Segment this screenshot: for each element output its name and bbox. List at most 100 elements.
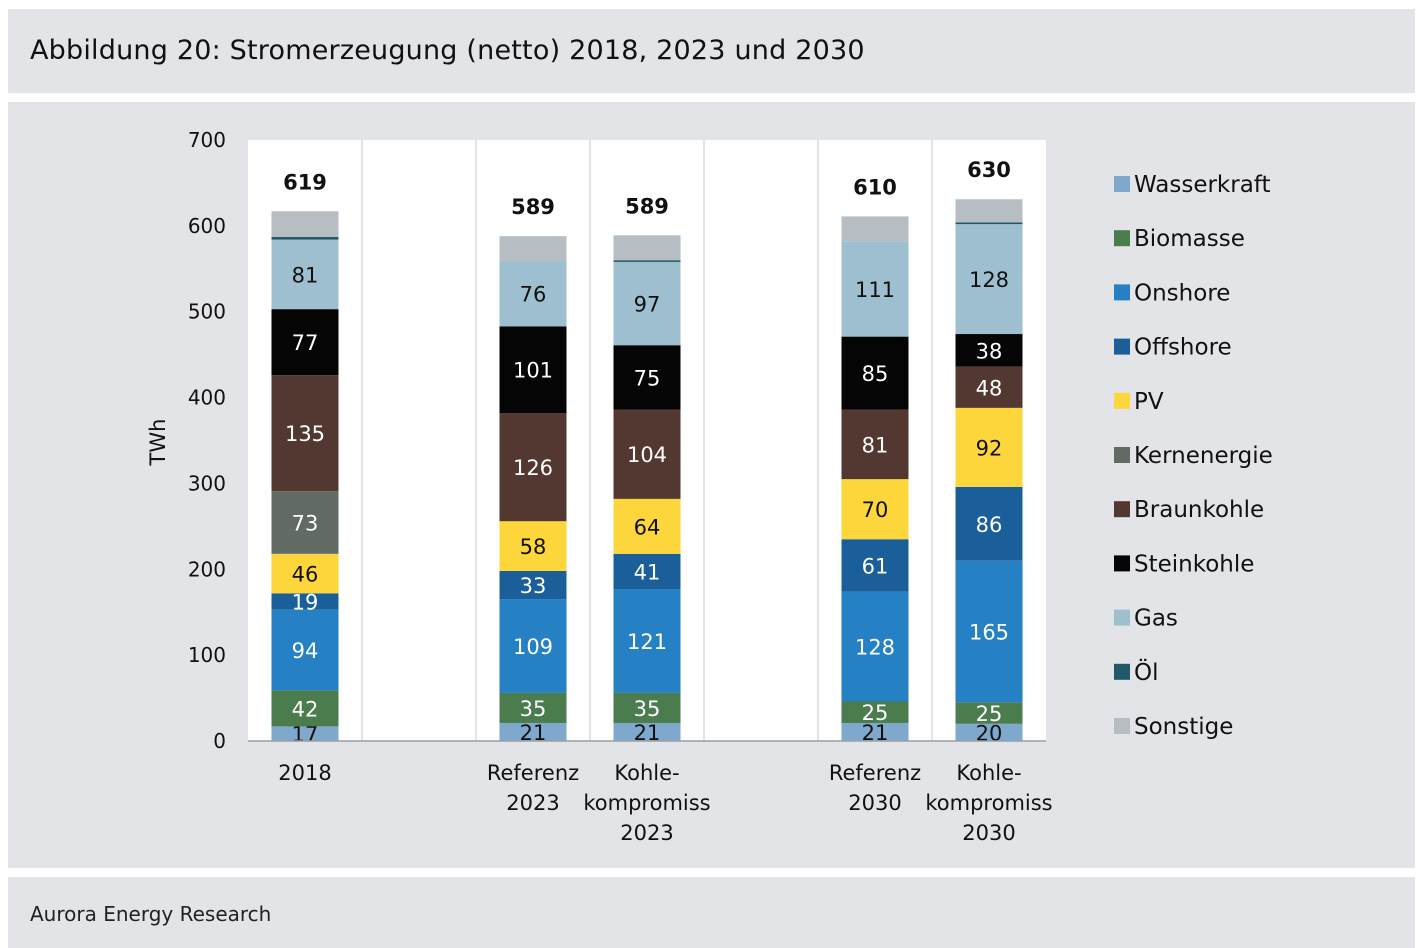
data-label: 135 <box>285 422 325 446</box>
legend-label: PV <box>1134 389 1164 415</box>
data-label: 94 <box>292 639 319 663</box>
bar-segment <box>271 553 339 594</box>
data-label: 81 <box>862 433 889 457</box>
data-label: 85 <box>862 362 889 386</box>
data-label: 92 <box>976 436 1003 460</box>
data-label: 33 <box>520 574 547 598</box>
bar-segment <box>499 571 567 600</box>
bar-segment <box>271 690 339 727</box>
legend-swatch <box>1114 501 1130 518</box>
bar-segment <box>955 702 1023 724</box>
legend-item: Steinkohle <box>1114 551 1254 577</box>
bar-segment <box>271 726 339 741</box>
data-label: 35 <box>634 697 661 721</box>
data-label: 42 <box>292 697 319 721</box>
legend-swatch <box>1114 663 1130 680</box>
bar-segment <box>841 216 909 242</box>
bar-segment <box>499 413 567 522</box>
legend-swatch <box>1114 176 1130 192</box>
data-label: 101 <box>513 359 553 383</box>
bar-segment <box>613 498 681 554</box>
legend-label: Kernenergie <box>1134 443 1273 469</box>
data-label: 128 <box>969 268 1009 292</box>
y-tick-label: 100 <box>188 643 226 667</box>
data-label: 97 <box>634 293 661 317</box>
total-label: 589 <box>625 194 669 218</box>
source-credit: Aurora Energy Research <box>30 902 272 926</box>
x-category-label: Kohle- <box>956 761 1021 785</box>
bar-segment <box>955 199 1023 223</box>
legend-label: Steinkohle <box>1134 551 1254 577</box>
data-label: 81 <box>292 263 319 287</box>
bar-segment <box>499 236 567 262</box>
bar-segment <box>613 722 681 741</box>
data-label: 64 <box>634 515 661 539</box>
legend-label: Offshore <box>1134 335 1232 361</box>
x-category-label: 2023 <box>506 791 559 815</box>
bar-segment <box>613 260 681 262</box>
chart-panel: 0 100 200 300 400 500 600 700 TWh 17 42 94 19 46 73 135… <box>8 102 1415 868</box>
legend-label: Sonstige <box>1134 714 1233 740</box>
data-label: 38 <box>976 339 1003 363</box>
y-tick-label: 700 <box>188 128 226 152</box>
legend-swatch <box>1114 392 1130 409</box>
data-label: 77 <box>292 331 319 355</box>
y-tick-label: 0 <box>213 729 226 753</box>
data-label: 17 <box>292 723 319 747</box>
bar-segment <box>955 723 1023 741</box>
data-label: 165 <box>969 621 1009 645</box>
bar-segment <box>841 336 909 410</box>
bar-segment <box>499 722 567 741</box>
bar-segment <box>271 609 339 691</box>
legend-item: Wasserkraft <box>1114 172 1271 198</box>
bar-segment <box>499 599 567 693</box>
legend-item: Öl <box>1114 658 1159 686</box>
legend-swatch <box>1114 718 1130 734</box>
bar-segment <box>613 345 681 410</box>
legend-label: Wasserkraft <box>1134 172 1271 198</box>
bar-segment <box>955 224 1023 335</box>
y-tick-label: 600 <box>188 214 226 238</box>
data-label: 25 <box>976 702 1003 726</box>
bar-segment <box>841 701 909 723</box>
x-category-label: 2030 <box>962 821 1015 845</box>
legend-swatch <box>1114 555 1130 572</box>
data-label: 75 <box>634 366 661 390</box>
legend-item: Sonstige <box>1114 714 1233 740</box>
bar-segment <box>613 589 681 693</box>
bar-segment <box>271 375 339 492</box>
legend-swatch <box>1114 447 1130 463</box>
total-label: 630 <box>967 158 1011 182</box>
bar-segment <box>841 409 909 480</box>
legend-item: PV <box>1114 389 1164 415</box>
data-label: 46 <box>292 563 319 587</box>
bar-segment <box>955 366 1023 408</box>
y-tick-label: 500 <box>188 300 226 324</box>
data-label: 70 <box>862 498 889 522</box>
bar-segment <box>955 222 1023 225</box>
data-label: 76 <box>520 283 547 307</box>
bar-segment <box>271 491 339 554</box>
legend-item: Onshore <box>1114 280 1230 306</box>
x-category-label: 2018 <box>278 761 331 785</box>
x-category-label: Referenz <box>487 761 579 785</box>
bar-segment <box>955 407 1023 487</box>
data-label: 86 <box>976 513 1003 537</box>
data-label: 73 <box>292 511 319 535</box>
legend-label: Braunkohle <box>1134 497 1264 523</box>
bar-segment <box>955 334 1023 367</box>
total-label: 610 <box>853 175 897 199</box>
data-label: 48 <box>976 376 1003 400</box>
total-label: 589 <box>511 195 555 219</box>
legend-item: Kernenergie <box>1114 443 1273 469</box>
legend-label: Gas <box>1134 606 1178 632</box>
figure-title: Abbildung 20: Stromerzeugung (netto) 201… <box>30 35 865 66</box>
legend-label: Biomasse <box>1134 226 1245 252</box>
legend-label: Onshore <box>1134 280 1230 306</box>
x-category-label: Kohle- <box>614 761 679 785</box>
data-label: 121 <box>627 630 667 654</box>
bar-segment <box>841 539 909 592</box>
